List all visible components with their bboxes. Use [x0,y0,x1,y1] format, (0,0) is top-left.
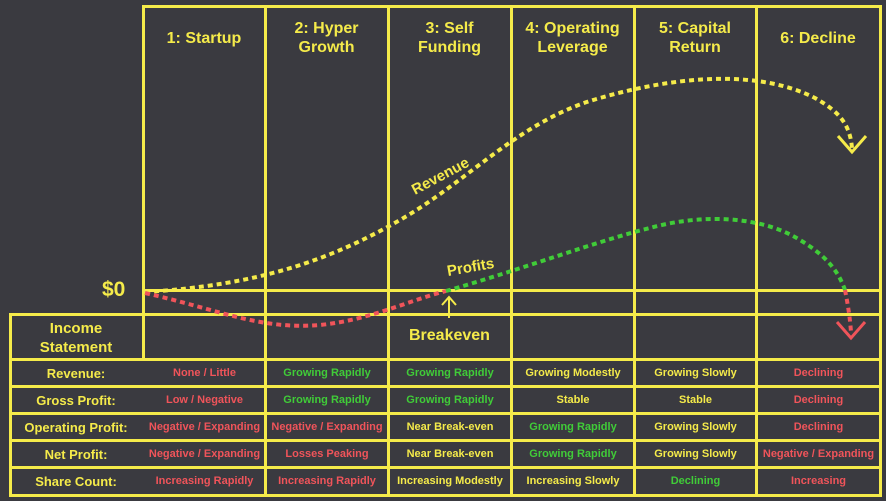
table-cell: Growing Rapidly [406,367,494,379]
table-cell: Increasing Rapidly [155,475,254,487]
revenue-curve [144,76,854,294]
table-cell: Growing Rapidly [283,394,371,406]
row-divider [9,385,882,388]
profit-gain-curve [445,217,847,293]
stage-divider [264,5,267,497]
stage-header: 3: Self Funding [417,20,482,56]
table-cell: Increasing Slowly [526,475,620,487]
row-label: Net Profit: [44,446,108,462]
stage-header: 6: Decline [780,29,856,47]
table-cell: Stable [556,394,590,406]
table-cell: Losses Peaking [285,448,369,460]
table-cell: Low / Negative [165,394,244,406]
stage-divider [387,5,390,497]
zero-label: $0 [102,278,126,301]
table-cell: None / Little [173,367,236,379]
profit-arrow-icon [835,321,867,341]
table-cell: Negative / Expanding [271,421,383,433]
revenue-arrow-icon [836,135,868,155]
stage-header: 2: Hyper Growth [294,20,359,56]
breakeven-label: Breakeven [409,327,490,344]
stage-header: 5: Capital Return [658,20,731,56]
table-cell: Growing Rapidly [529,421,617,433]
table-cell: Growing Slowly [654,421,737,433]
row-divider [9,439,882,442]
table-cell: Negative / Expanding [762,448,875,460]
table-cell: Declining [793,421,844,433]
table-cell: Growing Modestly [525,367,621,379]
breakeven-arrow-icon [441,295,457,318]
table-cell: Growing Rapidly [283,367,371,379]
table-cell: Growing Slowly [654,448,737,460]
row-divider [9,466,882,469]
table-cell: Near Break-even [406,448,494,460]
row-label: Revenue: [46,365,106,381]
row-divider [9,412,882,415]
row-label: Share Count: [35,473,117,489]
stage-header: 1: Startup [166,29,242,47]
row-label: Operating Profit: [24,419,128,435]
table-cell: Negative / Expanding [148,448,261,460]
income-statement-header: Income Statement [39,319,113,356]
table-cell: Growing Slowly [654,367,737,379]
stage-divider [510,5,513,497]
table-cell: Increasing Modestly [397,475,503,487]
row-label: Gross Profit: [36,392,116,408]
table-cell: Declining [793,394,844,406]
table-cell: Declining [670,475,721,487]
stage-header: 4: Operating Leverage [525,20,620,56]
table-cell: Negative / Expanding [148,421,261,433]
profits-label: Profits [446,255,496,280]
profit-loss-curve [144,289,447,328]
table-cell: Growing Rapidly [406,394,494,406]
row-divider [9,358,882,361]
table-cell: Declining [793,367,844,379]
table-cell: Stable [678,394,712,406]
stage-divider [633,5,636,497]
table-cell: Near Break-even [406,421,494,433]
stage-divider [755,5,758,497]
table-cell: Increasing Rapidly [278,475,376,487]
profit-decline-curve [843,289,853,333]
table-cell: Growing Rapidly [529,448,617,460]
table-cell: Increasing [790,475,847,487]
income-statement-table [9,313,882,497]
